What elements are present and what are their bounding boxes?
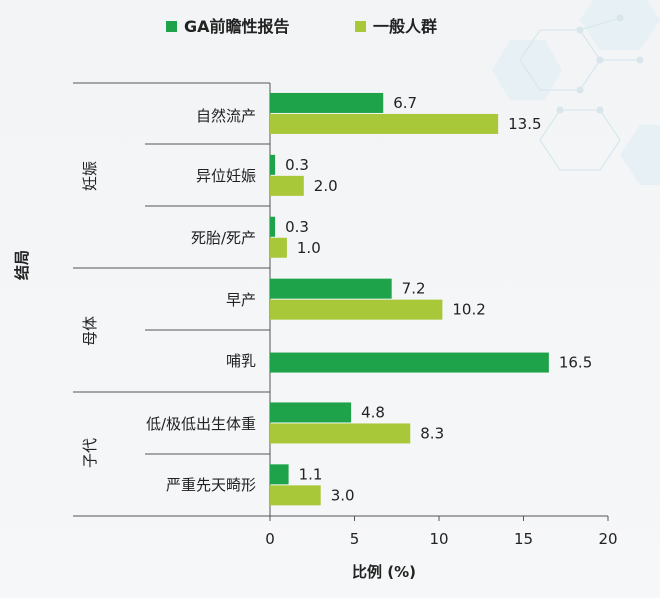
value-label: 0.3 bbox=[285, 218, 309, 236]
bar-general bbox=[270, 485, 321, 506]
x-tick-label: 20 bbox=[598, 530, 617, 548]
value-label: 16.5 bbox=[559, 354, 592, 372]
value-label: 10.2 bbox=[452, 301, 485, 319]
legend: GA前瞻性报告 一般人群 bbox=[166, 17, 437, 36]
x-tick-label: 5 bbox=[350, 530, 360, 548]
category-label: 严重先天畸形 bbox=[166, 476, 256, 494]
bar-ga bbox=[270, 402, 352, 423]
bars bbox=[270, 92, 549, 506]
value-label: 0.3 bbox=[285, 156, 309, 174]
value-label: 7.2 bbox=[402, 280, 426, 298]
x-tick-label: 0 bbox=[265, 530, 275, 548]
bar-general bbox=[270, 237, 287, 258]
value-label: 4.8 bbox=[361, 403, 385, 421]
bar-general bbox=[270, 423, 411, 444]
group-label-offspring: 子代 bbox=[81, 438, 99, 468]
x-tick-label: 10 bbox=[429, 530, 448, 548]
value-label: 1.1 bbox=[299, 465, 323, 483]
legend-swatch-general bbox=[355, 21, 366, 32]
bar-ga bbox=[270, 154, 276, 175]
bar-general bbox=[270, 113, 499, 134]
value-label: 2.0 bbox=[314, 177, 338, 195]
bar-ga bbox=[270, 464, 289, 485]
value-labels: 6.7 13.5 0.3 2.0 0.3 1.0 7.2 10.2 16.5 4.8 8.3 1.1 3… bbox=[285, 94, 592, 504]
bar-general bbox=[270, 299, 443, 320]
legend-swatch-ga bbox=[166, 21, 177, 32]
group-label-pregnancy: 妊娠 bbox=[81, 161, 99, 191]
legend-label-ga: GA前瞻性报告 bbox=[184, 17, 290, 36]
y-axis-title: 结局 bbox=[13, 250, 31, 280]
category-label: 哺乳 bbox=[226, 352, 256, 370]
category-label: 异位妊娠 bbox=[196, 167, 256, 185]
bar-ga bbox=[270, 92, 384, 113]
value-label: 6.7 bbox=[393, 94, 417, 112]
value-label: 3.0 bbox=[331, 486, 355, 504]
category-label: 早产 bbox=[226, 291, 256, 309]
category-separators bbox=[73, 82, 270, 517]
value-label: 1.0 bbox=[297, 239, 321, 257]
bar-general bbox=[270, 175, 304, 196]
category-label: 死胎/死产 bbox=[191, 229, 256, 247]
hexagon-pattern-decoration bbox=[492, 0, 660, 185]
legend-label-general: 一般人群 bbox=[373, 17, 437, 36]
x-axis-title: 比例 (%) bbox=[352, 563, 416, 581]
x-axis-ticks: 0 5 10 15 20 bbox=[265, 516, 618, 548]
x-tick-label: 15 bbox=[514, 530, 533, 548]
bar-ga bbox=[270, 216, 276, 237]
category-label: 低/极低出生体重 bbox=[146, 415, 256, 433]
category-label: 自然流产 bbox=[196, 107, 256, 125]
bar-ga bbox=[270, 278, 392, 299]
value-label: 8.3 bbox=[420, 424, 444, 442]
category-labels: 自然流产 异位妊娠 死胎/死产 早产 哺乳 低/极低出生体重 严重先天畸形 bbox=[146, 107, 256, 494]
value-label: 13.5 bbox=[508, 115, 541, 133]
bar-ga bbox=[270, 352, 549, 373]
group-label-maternal: 母体 bbox=[81, 316, 99, 346]
